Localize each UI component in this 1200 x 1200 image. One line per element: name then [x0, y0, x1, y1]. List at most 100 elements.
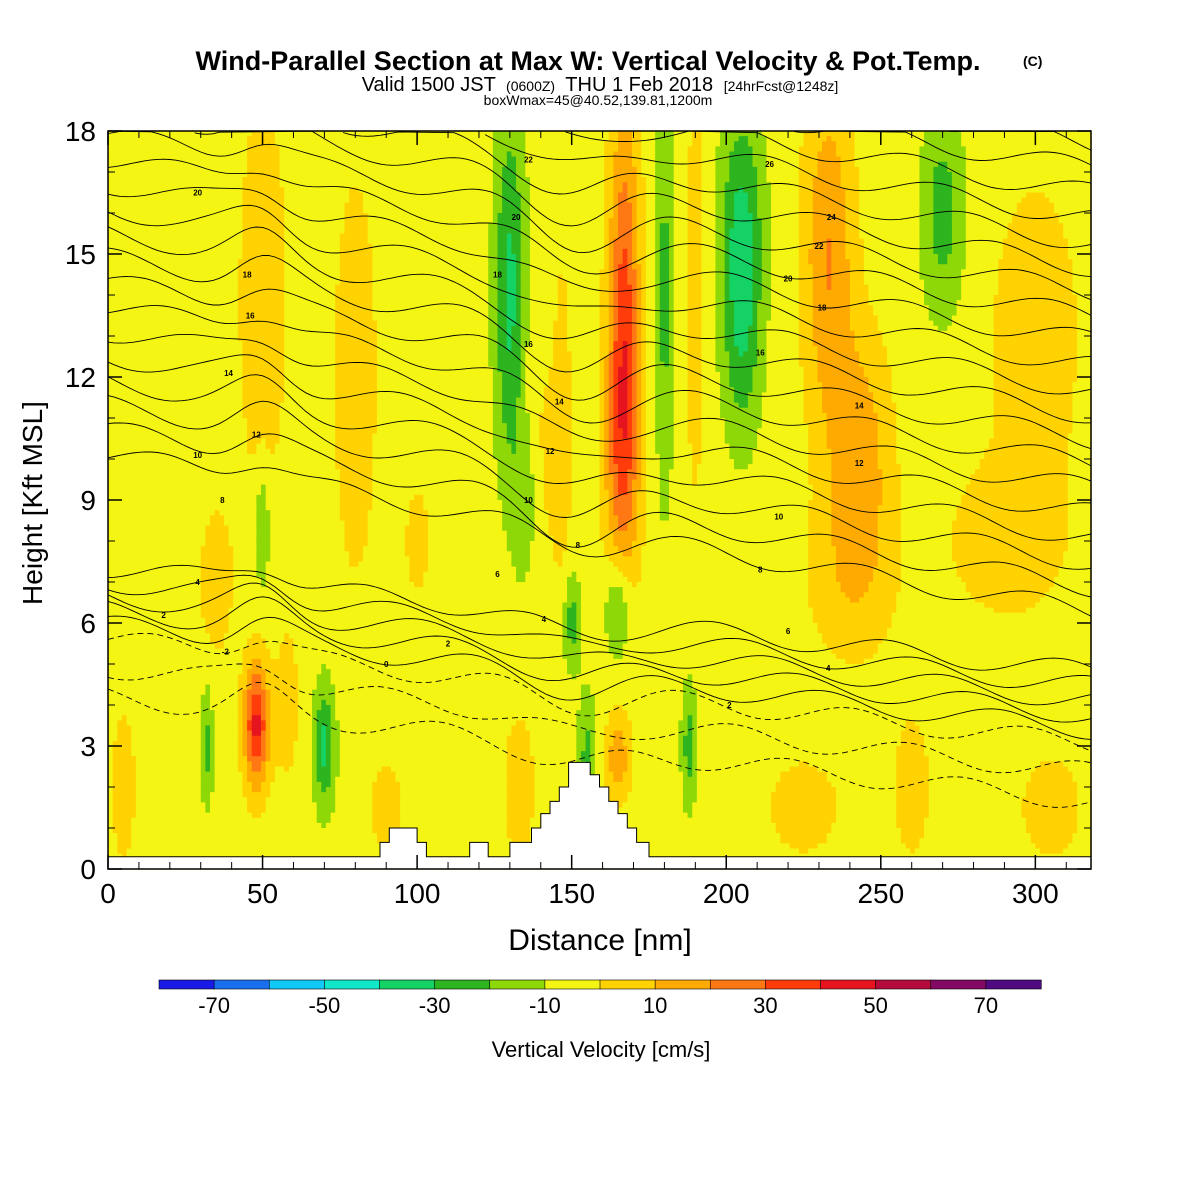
field-cell	[535, 146, 540, 152]
field-cell	[437, 152, 442, 158]
field-cell	[349, 162, 354, 168]
field-cell	[808, 136, 813, 142]
field-cell	[855, 141, 860, 147]
field-cell	[1035, 162, 1040, 168]
field-cell	[674, 146, 679, 152]
field-cell	[377, 157, 382, 163]
field-cell	[915, 157, 920, 163]
field-cell	[943, 157, 948, 163]
field-cell	[822, 152, 827, 158]
field-cell	[488, 157, 493, 163]
field-cell	[970, 141, 975, 147]
field-cell	[1054, 157, 1059, 163]
field-cell	[586, 131, 591, 137]
field-cell	[627, 131, 632, 137]
field-cell	[238, 162, 243, 168]
field-cell	[706, 136, 711, 142]
field-cell	[242, 141, 247, 147]
field-cell	[776, 131, 781, 137]
field-cell	[233, 162, 238, 168]
field-cell	[1077, 136, 1082, 142]
field-cell	[697, 152, 702, 158]
field-cell	[850, 131, 855, 137]
field-cell	[994, 146, 999, 152]
field-cell	[1021, 146, 1026, 152]
field-cell	[919, 146, 924, 152]
field-cell	[762, 141, 767, 147]
field-cell	[887, 162, 892, 168]
field-cell	[984, 152, 989, 158]
field-cell	[127, 141, 132, 147]
field-cell	[521, 141, 526, 147]
field-cell	[623, 162, 628, 168]
field-cell	[702, 141, 707, 147]
field-cell	[753, 162, 758, 168]
field-cell	[836, 146, 841, 152]
field-cell	[210, 157, 215, 163]
field-cell	[539, 146, 544, 152]
field-cell	[1059, 146, 1064, 152]
field-cell	[799, 146, 804, 152]
field-cell	[780, 146, 785, 152]
field-cell	[460, 152, 465, 158]
field-cell	[831, 146, 836, 152]
field-cell	[154, 162, 159, 168]
field-cell	[395, 157, 400, 163]
field-cell	[762, 146, 767, 152]
field-cell	[405, 141, 410, 147]
field-cell	[113, 146, 118, 152]
field-cell	[191, 131, 196, 137]
field-cell	[456, 162, 461, 168]
field-cell	[122, 152, 127, 158]
field-cell	[377, 146, 382, 152]
field-cell	[201, 162, 206, 168]
field-cell	[1082, 136, 1087, 142]
field-cell	[1008, 162, 1013, 168]
field-cell	[1031, 162, 1036, 168]
field-cell	[433, 136, 438, 142]
field-cell	[604, 162, 609, 168]
field-cell	[553, 141, 558, 147]
field-cell	[590, 141, 595, 147]
field-cell	[586, 152, 591, 158]
field-cell	[609, 162, 614, 168]
field-cell	[215, 146, 220, 152]
field-cell	[632, 162, 637, 168]
field-cell	[150, 152, 155, 158]
field-cell	[312, 136, 317, 142]
field-cell	[655, 162, 660, 168]
field-cell	[117, 167, 122, 173]
field-cell	[952, 141, 957, 147]
field-cell	[660, 152, 665, 158]
field-cell	[906, 162, 911, 168]
field-cell	[1017, 146, 1022, 152]
field-cell	[539, 162, 544, 168]
field-cell	[558, 131, 563, 137]
field-cell	[238, 136, 243, 142]
field-cell	[544, 136, 549, 142]
field-cell	[511, 136, 516, 142]
field-cell	[780, 162, 785, 168]
field-cell	[456, 141, 461, 147]
field-cell	[878, 157, 883, 163]
field-cell	[539, 131, 544, 137]
field-cell	[219, 162, 224, 168]
field-cell	[725, 146, 730, 152]
field-cell	[108, 136, 113, 142]
field-cell	[808, 146, 813, 152]
field-cell	[808, 141, 813, 147]
field-cell	[363, 162, 368, 168]
field-cell	[298, 131, 303, 137]
field-cell	[414, 152, 419, 158]
field-cell	[437, 146, 442, 152]
field-cell	[414, 157, 419, 163]
field-cell	[618, 131, 623, 137]
field-cell	[980, 162, 985, 168]
field-cell	[1082, 131, 1087, 137]
field-cell	[349, 131, 354, 137]
field-cell	[669, 146, 674, 152]
field-cell	[465, 131, 470, 137]
field-cell	[655, 131, 660, 137]
field-cell	[896, 146, 901, 152]
field-cell	[998, 136, 1003, 142]
